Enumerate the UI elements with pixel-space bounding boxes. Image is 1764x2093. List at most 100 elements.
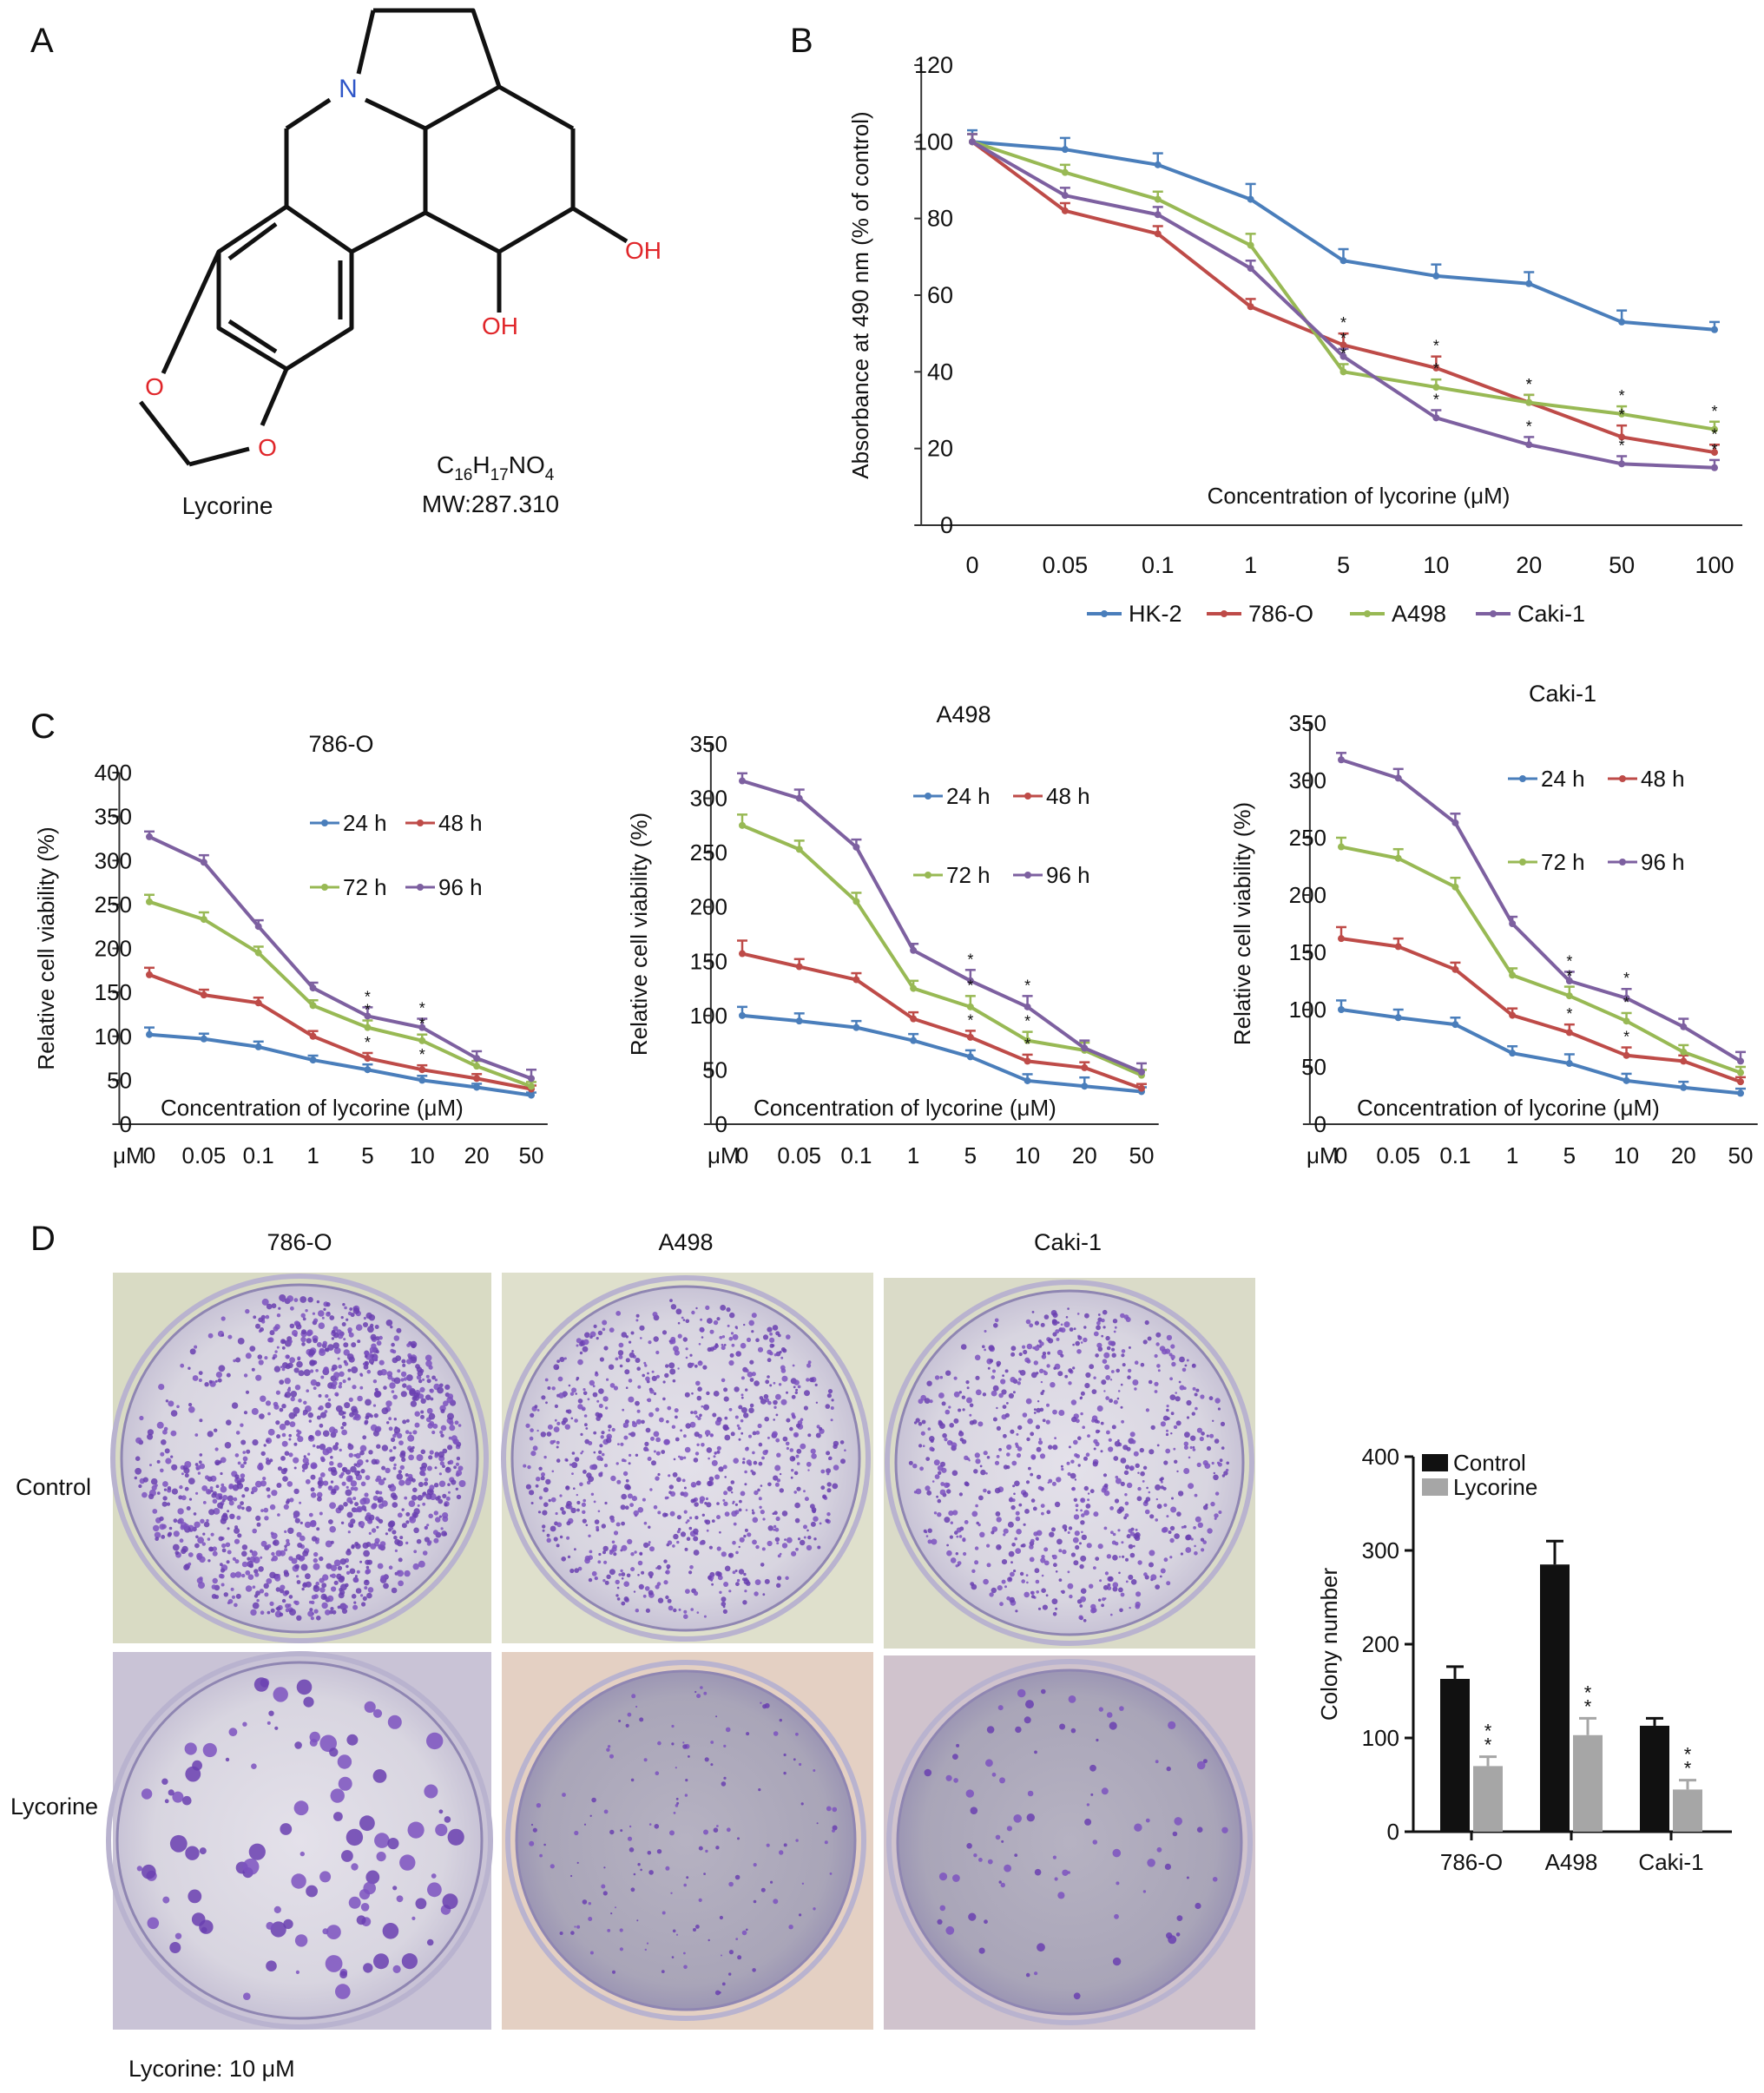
colony-dot <box>1081 1513 1085 1517</box>
colony-dot <box>684 1547 688 1551</box>
colony-dot <box>352 1385 357 1390</box>
colony-dot <box>1126 1534 1131 1539</box>
colony-dot <box>706 1502 712 1508</box>
colony-dot <box>831 1399 834 1402</box>
y-tick-label: 0 <box>1314 1111 1326 1137</box>
colony-dot <box>400 1391 407 1398</box>
colony-dot <box>397 1570 401 1574</box>
colony-dot <box>1134 1387 1137 1391</box>
colony-dot <box>685 1423 691 1429</box>
colony-dot <box>1134 1823 1142 1832</box>
colony-dot <box>318 1310 325 1317</box>
colony-dot <box>793 1471 799 1476</box>
colony-dot <box>353 1486 359 1491</box>
colony-dot <box>601 1431 605 1435</box>
colony-dot <box>1188 1483 1195 1490</box>
colony-dot <box>433 1537 439 1543</box>
colony-dot <box>562 1793 566 1797</box>
colony-dot <box>601 1452 605 1457</box>
colony-dot <box>1083 1485 1089 1491</box>
legend-marker <box>417 884 424 891</box>
colony-dot <box>615 1311 622 1316</box>
colony-dot <box>414 1422 420 1428</box>
colony-dot <box>683 1965 688 1970</box>
colony-dot <box>655 1350 660 1355</box>
colony-dot <box>1160 1421 1166 1427</box>
significance-mark: * <box>1684 1744 1692 1766</box>
colony-dot <box>619 1928 623 1932</box>
colony-dot <box>588 1917 593 1921</box>
colony-dot <box>1133 1533 1140 1539</box>
colony-dot <box>683 1434 687 1438</box>
colony-dot <box>1037 1400 1040 1403</box>
colony-dot <box>227 1334 233 1339</box>
colony-dot <box>284 1419 290 1426</box>
colony-dot <box>743 1534 747 1538</box>
colony-dot <box>734 1503 739 1506</box>
colony-dot <box>197 1554 201 1557</box>
colony-dot <box>603 1809 609 1814</box>
colony-dot <box>434 1379 438 1382</box>
colony-dot <box>220 1485 227 1493</box>
colony-dot <box>1140 1362 1145 1367</box>
colony-dot <box>1084 1383 1090 1389</box>
colony-dot <box>1062 1869 1069 1876</box>
colony-dot <box>589 1550 593 1554</box>
colony-dot <box>755 1431 760 1435</box>
colony-dot <box>969 1403 974 1408</box>
colony-dot <box>1129 1577 1131 1580</box>
colony-dot <box>289 1357 295 1364</box>
colony-dot <box>803 1524 807 1530</box>
colony-dot <box>440 1527 444 1530</box>
colony-dot <box>331 1586 337 1592</box>
colony-dot <box>610 1912 613 1915</box>
colony-dot <box>637 1574 640 1576</box>
colony-dot <box>773 1405 777 1409</box>
colony-dot <box>1202 1504 1208 1511</box>
colony-dot <box>657 1511 662 1515</box>
colony-dot <box>1014 1537 1017 1541</box>
colony-dot <box>576 1861 579 1864</box>
colony-dot <box>786 1537 793 1543</box>
colony-dot <box>826 1393 833 1399</box>
colony-dot <box>383 1478 386 1481</box>
colony-dot <box>732 1333 739 1340</box>
colony-dot <box>662 1911 666 1915</box>
colony-dot <box>625 1358 630 1363</box>
colony-dot <box>760 1887 766 1892</box>
colony-dot <box>762 1593 766 1596</box>
colony-dot <box>354 1575 358 1578</box>
colony-dot <box>927 1427 931 1431</box>
colony-dot <box>263 1507 269 1513</box>
colony-dot <box>1186 1399 1192 1406</box>
colony-dot <box>266 1439 269 1443</box>
colony-dot <box>566 1536 570 1540</box>
colony-dot <box>1205 1504 1208 1507</box>
colony-dot <box>1066 1461 1070 1465</box>
colony-dot <box>957 1561 962 1565</box>
colony-dot <box>408 1454 414 1461</box>
colony-dot <box>260 1556 263 1559</box>
colony-dot <box>269 1601 274 1606</box>
colony-dot <box>1176 1511 1181 1517</box>
colony-dot <box>686 1876 689 1879</box>
colony-dot <box>607 1745 611 1748</box>
colony-dot <box>195 1467 200 1471</box>
x-axis-label: Concentration of lycorine (μM) <box>161 1095 464 1121</box>
colony-dot <box>135 1437 142 1444</box>
colony-dot <box>398 1440 404 1445</box>
colony-dot <box>285 1364 291 1370</box>
colony-dot <box>674 1408 679 1413</box>
colony-dot <box>365 1475 371 1480</box>
colony-dot <box>365 1565 370 1570</box>
colony-dot <box>1095 1557 1100 1561</box>
colony-dot <box>675 1415 678 1419</box>
colony-dot <box>1163 1557 1168 1563</box>
colony-dot <box>1155 1484 1162 1491</box>
colony-dot <box>617 1443 620 1445</box>
colony-dot <box>648 1541 651 1544</box>
colony-dot <box>1183 1445 1188 1450</box>
colony-dot <box>264 1516 269 1521</box>
colony-dot <box>330 1540 334 1544</box>
colony-dot <box>722 1609 728 1614</box>
